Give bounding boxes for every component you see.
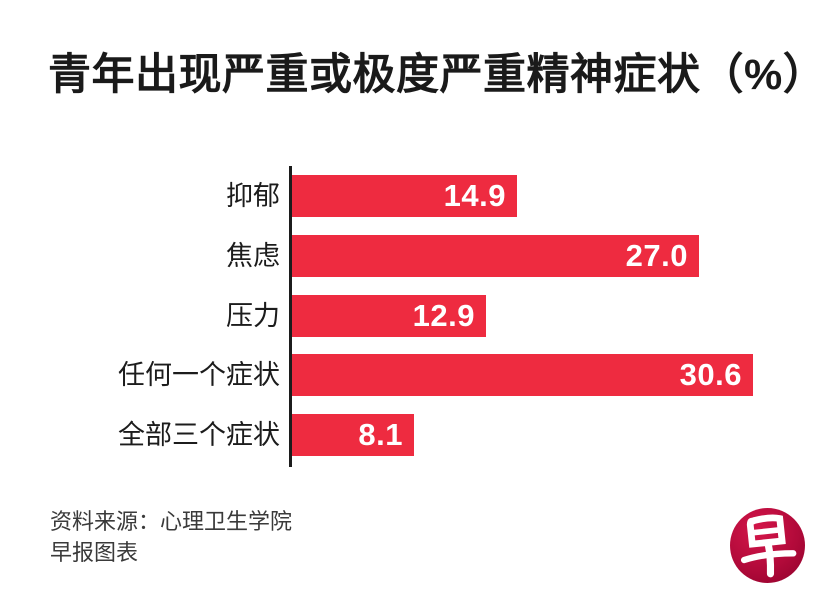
bar-value-label: 12.9 xyxy=(412,298,475,333)
bar-row: 抑郁 14.9 xyxy=(0,175,834,217)
bar: 27.0 xyxy=(292,235,699,277)
zao-character-icon xyxy=(740,514,797,578)
bar-row: 焦虑 27.0 xyxy=(0,235,834,277)
bar-value-label: 14.9 xyxy=(443,178,506,213)
bar-row: 任何一个症状 30.6 xyxy=(0,354,834,396)
bar: 14.9 xyxy=(292,175,517,217)
category-label: 焦虑 xyxy=(226,241,280,271)
zaobao-logo xyxy=(730,508,805,583)
category-label: 抑郁 xyxy=(226,181,280,211)
bar-row: 全部三个症状 8.1 xyxy=(0,414,834,456)
bar-row: 压力 12.9 xyxy=(0,295,834,337)
bar-value-label: 8.1 xyxy=(358,417,403,452)
source-note: 资料来源：心理卫生学院 早报图表 xyxy=(50,506,292,568)
source-line: 资料来源：心理卫生学院 xyxy=(50,509,293,534)
chart-title: 青年出现严重或极度严重精神症状（%） xyxy=(48,51,827,99)
bar-value-label: 30.6 xyxy=(679,357,742,392)
bar: 8.1 xyxy=(292,414,414,456)
bar-value-label: 27.0 xyxy=(625,238,688,273)
bar: 30.6 xyxy=(292,354,753,396)
category-label: 任何一个症状 xyxy=(118,360,280,390)
bar: 12.9 xyxy=(292,295,486,337)
y-axis-line xyxy=(289,166,292,467)
credit-line: 早报图表 xyxy=(50,540,139,565)
category-label: 全部三个症状 xyxy=(118,420,280,450)
category-label: 压力 xyxy=(226,301,280,331)
